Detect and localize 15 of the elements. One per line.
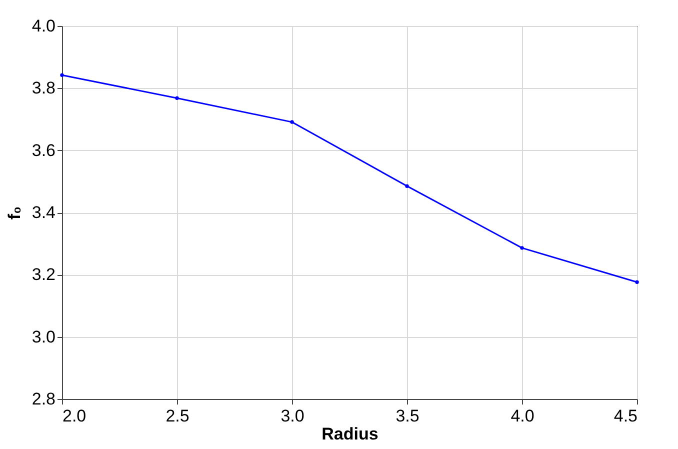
x-tick-label: 3.5 <box>396 406 420 426</box>
y-tick-label: 3.0 <box>32 327 56 346</box>
x-axis-title: Radius <box>322 424 378 444</box>
y-tick-label: 4.0 <box>32 16 56 36</box>
y-tick-label: 3.2 <box>32 265 56 284</box>
x-tick-label: 4.5 <box>614 406 638 426</box>
y-tick-label: 3.8 <box>32 78 56 98</box>
y-tick-label: 3.6 <box>32 140 56 160</box>
y-tick-label: 3.4 <box>32 203 56 222</box>
x-tick-label: 3.0 <box>280 406 304 426</box>
y-axis-title: f₀ <box>4 206 24 220</box>
y-tick-label: 2.8 <box>32 390 56 408</box>
x-tick-label: 4.0 <box>510 406 534 426</box>
x-tick-label: 2.5 <box>166 406 190 426</box>
x-tick-label: 2.0 <box>62 406 86 426</box>
